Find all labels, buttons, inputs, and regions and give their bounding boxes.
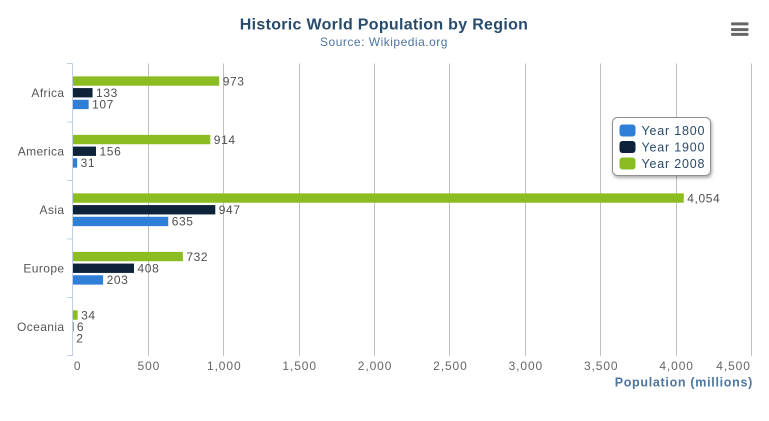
svg-text:2,500: 2,500 xyxy=(433,359,468,373)
svg-text:America: America xyxy=(18,144,65,158)
svg-text:4,000: 4,000 xyxy=(659,359,694,373)
svg-text:732: 732 xyxy=(186,250,208,264)
svg-text:4,500: 4,500 xyxy=(716,359,751,373)
svg-text:2: 2 xyxy=(76,332,83,346)
svg-text:Europe: Europe xyxy=(23,261,64,275)
svg-text:914: 914 xyxy=(214,133,236,147)
svg-text:Year 2008: Year 2008 xyxy=(642,157,706,171)
svg-text:408: 408 xyxy=(138,261,160,275)
svg-text:Year 1900: Year 1900 xyxy=(642,140,706,154)
svg-text:1,000: 1,000 xyxy=(207,359,242,373)
svg-text:2,000: 2,000 xyxy=(358,359,393,373)
svg-text:635: 635 xyxy=(172,215,194,229)
svg-text:31: 31 xyxy=(81,156,96,170)
svg-text:Asia: Asia xyxy=(40,203,65,217)
svg-text:107: 107 xyxy=(92,98,114,112)
svg-text:1,500: 1,500 xyxy=(282,359,317,373)
svg-text:Population (millions): Population (millions) xyxy=(615,375,753,389)
svg-text:Historic World Population by R: Historic World Population by Region xyxy=(240,17,528,34)
svg-text:Year 1800: Year 1800 xyxy=(642,124,706,138)
svg-text:156: 156 xyxy=(100,144,122,158)
svg-text:947: 947 xyxy=(219,203,241,217)
svg-text:Oceania: Oceania xyxy=(17,320,65,334)
svg-text:0: 0 xyxy=(74,359,81,373)
svg-text:4,054: 4,054 xyxy=(687,191,720,205)
svg-text:500: 500 xyxy=(138,359,161,373)
svg-text:203: 203 xyxy=(107,273,129,287)
svg-text:3,500: 3,500 xyxy=(584,359,619,373)
svg-text:973: 973 xyxy=(223,74,245,88)
svg-text:3,000: 3,000 xyxy=(509,359,544,373)
svg-text:Africa: Africa xyxy=(31,86,64,100)
svg-text:Source: Wikipedia.org: Source: Wikipedia.org xyxy=(320,35,448,49)
